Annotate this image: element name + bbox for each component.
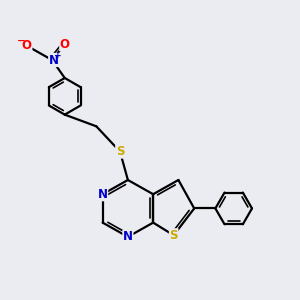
Text: S: S: [116, 145, 124, 158]
Text: N: N: [98, 188, 108, 201]
Text: +: +: [54, 51, 62, 60]
Text: N: N: [49, 53, 59, 67]
Text: N: N: [123, 230, 133, 243]
Text: O: O: [60, 38, 70, 51]
Text: −: −: [17, 36, 26, 46]
Text: S: S: [169, 229, 178, 242]
Text: O: O: [22, 39, 32, 52]
